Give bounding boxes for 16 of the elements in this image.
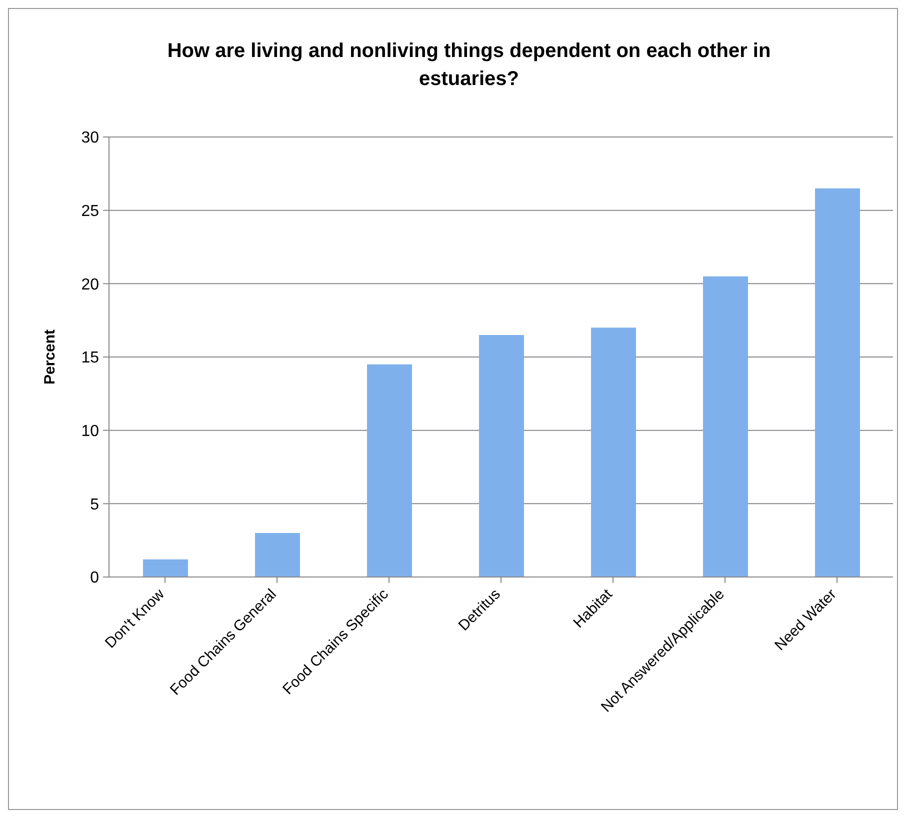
chart-title: How are living and nonliving things dependent on each other in estuaries? [166, 39, 772, 92]
y-tick-label: 25 [81, 203, 100, 220]
y-tick-label: 10 [81, 423, 100, 440]
y-tick-label: 5 [90, 496, 100, 514]
y-tick-label: 20 [81, 276, 100, 294]
bar [815, 188, 860, 577]
bar [591, 328, 636, 577]
y-tick-label: 30 [81, 130, 100, 147]
bar [703, 276, 748, 577]
bar [479, 335, 524, 577]
bar [143, 559, 188, 577]
y-tick-label: 0 [90, 570, 100, 587]
bar [255, 533, 300, 577]
y-axis-title: Percent [41, 329, 58, 385]
bar [367, 364, 412, 577]
y-tick-label: 15 [81, 350, 100, 367]
